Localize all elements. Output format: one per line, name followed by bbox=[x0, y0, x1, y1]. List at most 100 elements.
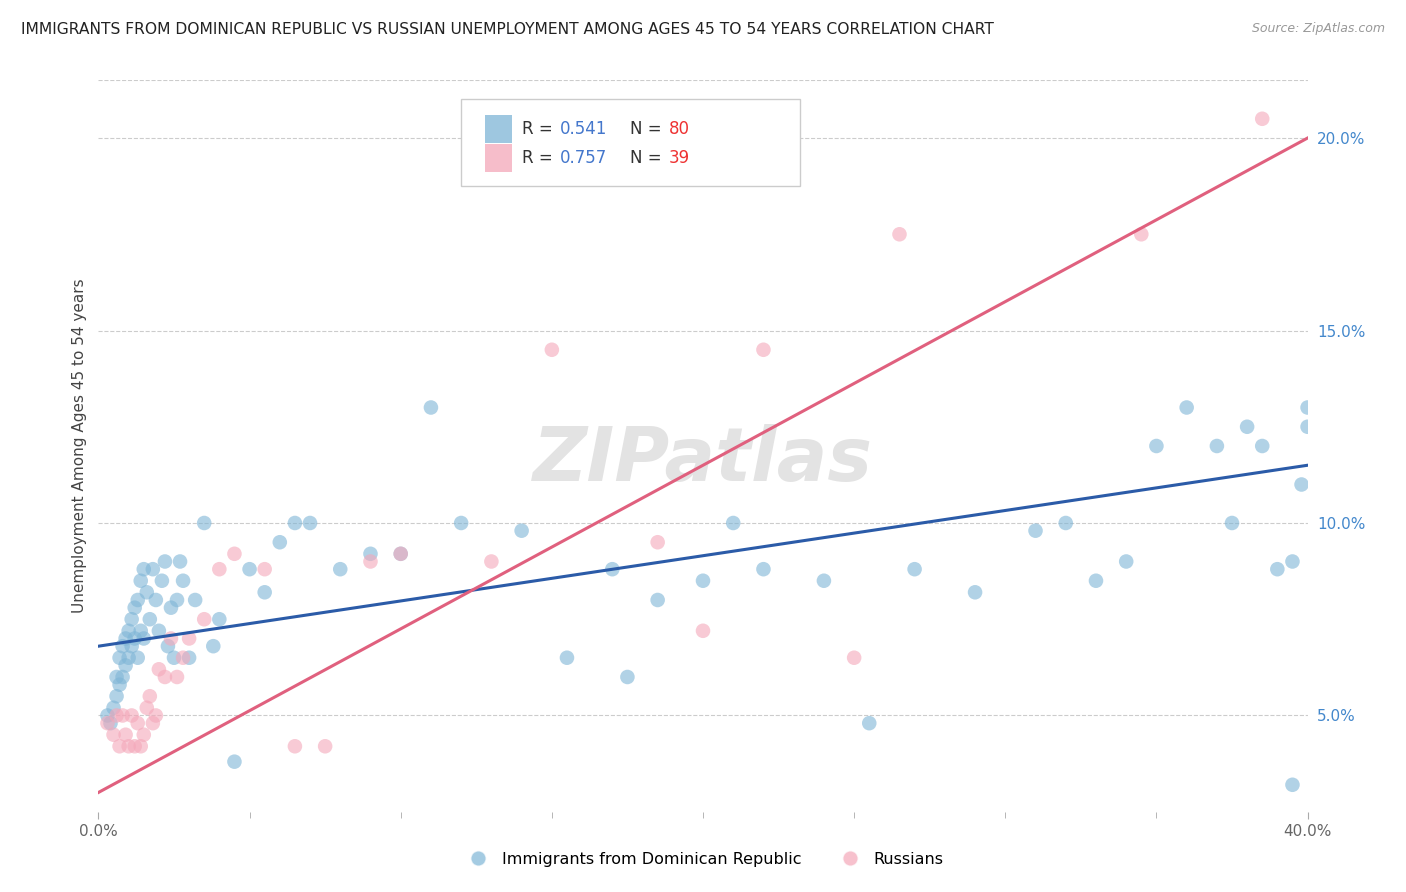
Point bbox=[129, 624, 152, 638]
Point bbox=[616, 670, 638, 684]
Point bbox=[118, 739, 141, 754]
Point bbox=[142, 562, 165, 576]
Point bbox=[1291, 477, 1313, 491]
Point bbox=[1296, 419, 1319, 434]
Point bbox=[114, 658, 136, 673]
Point bbox=[692, 624, 714, 638]
Point bbox=[105, 670, 128, 684]
Point bbox=[329, 562, 352, 576]
Legend: Immigrants from Dominican Republic, Russians: Immigrants from Dominican Republic, Russ… bbox=[456, 846, 950, 873]
FancyBboxPatch shape bbox=[485, 115, 512, 144]
Point bbox=[132, 562, 155, 576]
Point bbox=[253, 585, 276, 599]
Point bbox=[1175, 401, 1198, 415]
Point bbox=[450, 516, 472, 530]
Point bbox=[555, 650, 578, 665]
Point bbox=[184, 593, 207, 607]
Point bbox=[129, 739, 152, 754]
Point bbox=[647, 593, 669, 607]
Text: 80: 80 bbox=[669, 120, 690, 138]
Text: Source: ZipAtlas.com: Source: ZipAtlas.com bbox=[1251, 22, 1385, 36]
Point bbox=[1251, 112, 1274, 126]
Point bbox=[105, 690, 128, 704]
Point bbox=[179, 650, 201, 665]
Point bbox=[135, 700, 157, 714]
Point bbox=[858, 716, 880, 731]
Point bbox=[105, 708, 128, 723]
Point bbox=[889, 227, 911, 242]
Point bbox=[121, 612, 143, 626]
Point bbox=[193, 516, 215, 530]
Point bbox=[965, 585, 987, 599]
Point bbox=[1267, 562, 1289, 576]
Point bbox=[1024, 524, 1046, 538]
Point bbox=[153, 670, 176, 684]
Point bbox=[156, 639, 179, 653]
Point bbox=[135, 585, 157, 599]
Point bbox=[1115, 554, 1137, 568]
Point bbox=[647, 535, 669, 549]
Point bbox=[269, 535, 291, 549]
Point bbox=[844, 650, 866, 665]
Point bbox=[111, 708, 134, 723]
Point bbox=[1281, 554, 1303, 568]
FancyBboxPatch shape bbox=[461, 99, 800, 186]
Point bbox=[160, 632, 183, 646]
Point bbox=[96, 708, 118, 723]
Point bbox=[284, 516, 307, 530]
Point bbox=[148, 624, 170, 638]
Point bbox=[127, 593, 149, 607]
Point bbox=[253, 562, 276, 576]
Point bbox=[1144, 439, 1167, 453]
Point bbox=[96, 716, 118, 731]
Point bbox=[108, 739, 131, 754]
Point bbox=[132, 728, 155, 742]
Point bbox=[692, 574, 714, 588]
Point bbox=[163, 650, 186, 665]
FancyBboxPatch shape bbox=[485, 144, 512, 171]
Point bbox=[420, 401, 443, 415]
Y-axis label: Unemployment Among Ages 45 to 54 years: Unemployment Among Ages 45 to 54 years bbox=[72, 278, 87, 614]
Point bbox=[389, 547, 412, 561]
Point bbox=[160, 600, 183, 615]
Point bbox=[602, 562, 624, 576]
Point bbox=[153, 554, 176, 568]
Text: R =: R = bbox=[522, 120, 558, 138]
Point bbox=[202, 639, 225, 653]
Point bbox=[145, 593, 167, 607]
Text: N =: N = bbox=[630, 149, 668, 167]
Point bbox=[127, 650, 149, 665]
Point bbox=[299, 516, 322, 530]
Point bbox=[360, 547, 382, 561]
Point bbox=[723, 516, 745, 530]
Point bbox=[111, 670, 134, 684]
Point bbox=[1130, 227, 1153, 242]
Point bbox=[129, 574, 152, 588]
Point bbox=[813, 574, 835, 588]
Point bbox=[172, 574, 194, 588]
Point bbox=[224, 547, 246, 561]
Point bbox=[169, 554, 191, 568]
Point bbox=[224, 755, 246, 769]
Point bbox=[1236, 419, 1258, 434]
Point bbox=[139, 690, 162, 704]
Point bbox=[108, 678, 131, 692]
Point bbox=[148, 662, 170, 676]
Point bbox=[481, 554, 503, 568]
Point bbox=[103, 700, 125, 714]
Point bbox=[179, 632, 201, 646]
Point bbox=[510, 524, 533, 538]
Text: R =: R = bbox=[522, 149, 558, 167]
Point bbox=[118, 624, 141, 638]
Point bbox=[124, 739, 146, 754]
Point bbox=[540, 343, 562, 357]
Point bbox=[752, 562, 775, 576]
Point bbox=[166, 593, 188, 607]
Point bbox=[284, 739, 307, 754]
Point bbox=[142, 716, 165, 731]
Point bbox=[1206, 439, 1229, 453]
Text: 0.541: 0.541 bbox=[561, 120, 607, 138]
Point bbox=[127, 716, 149, 731]
Point bbox=[121, 708, 143, 723]
Point bbox=[103, 728, 125, 742]
